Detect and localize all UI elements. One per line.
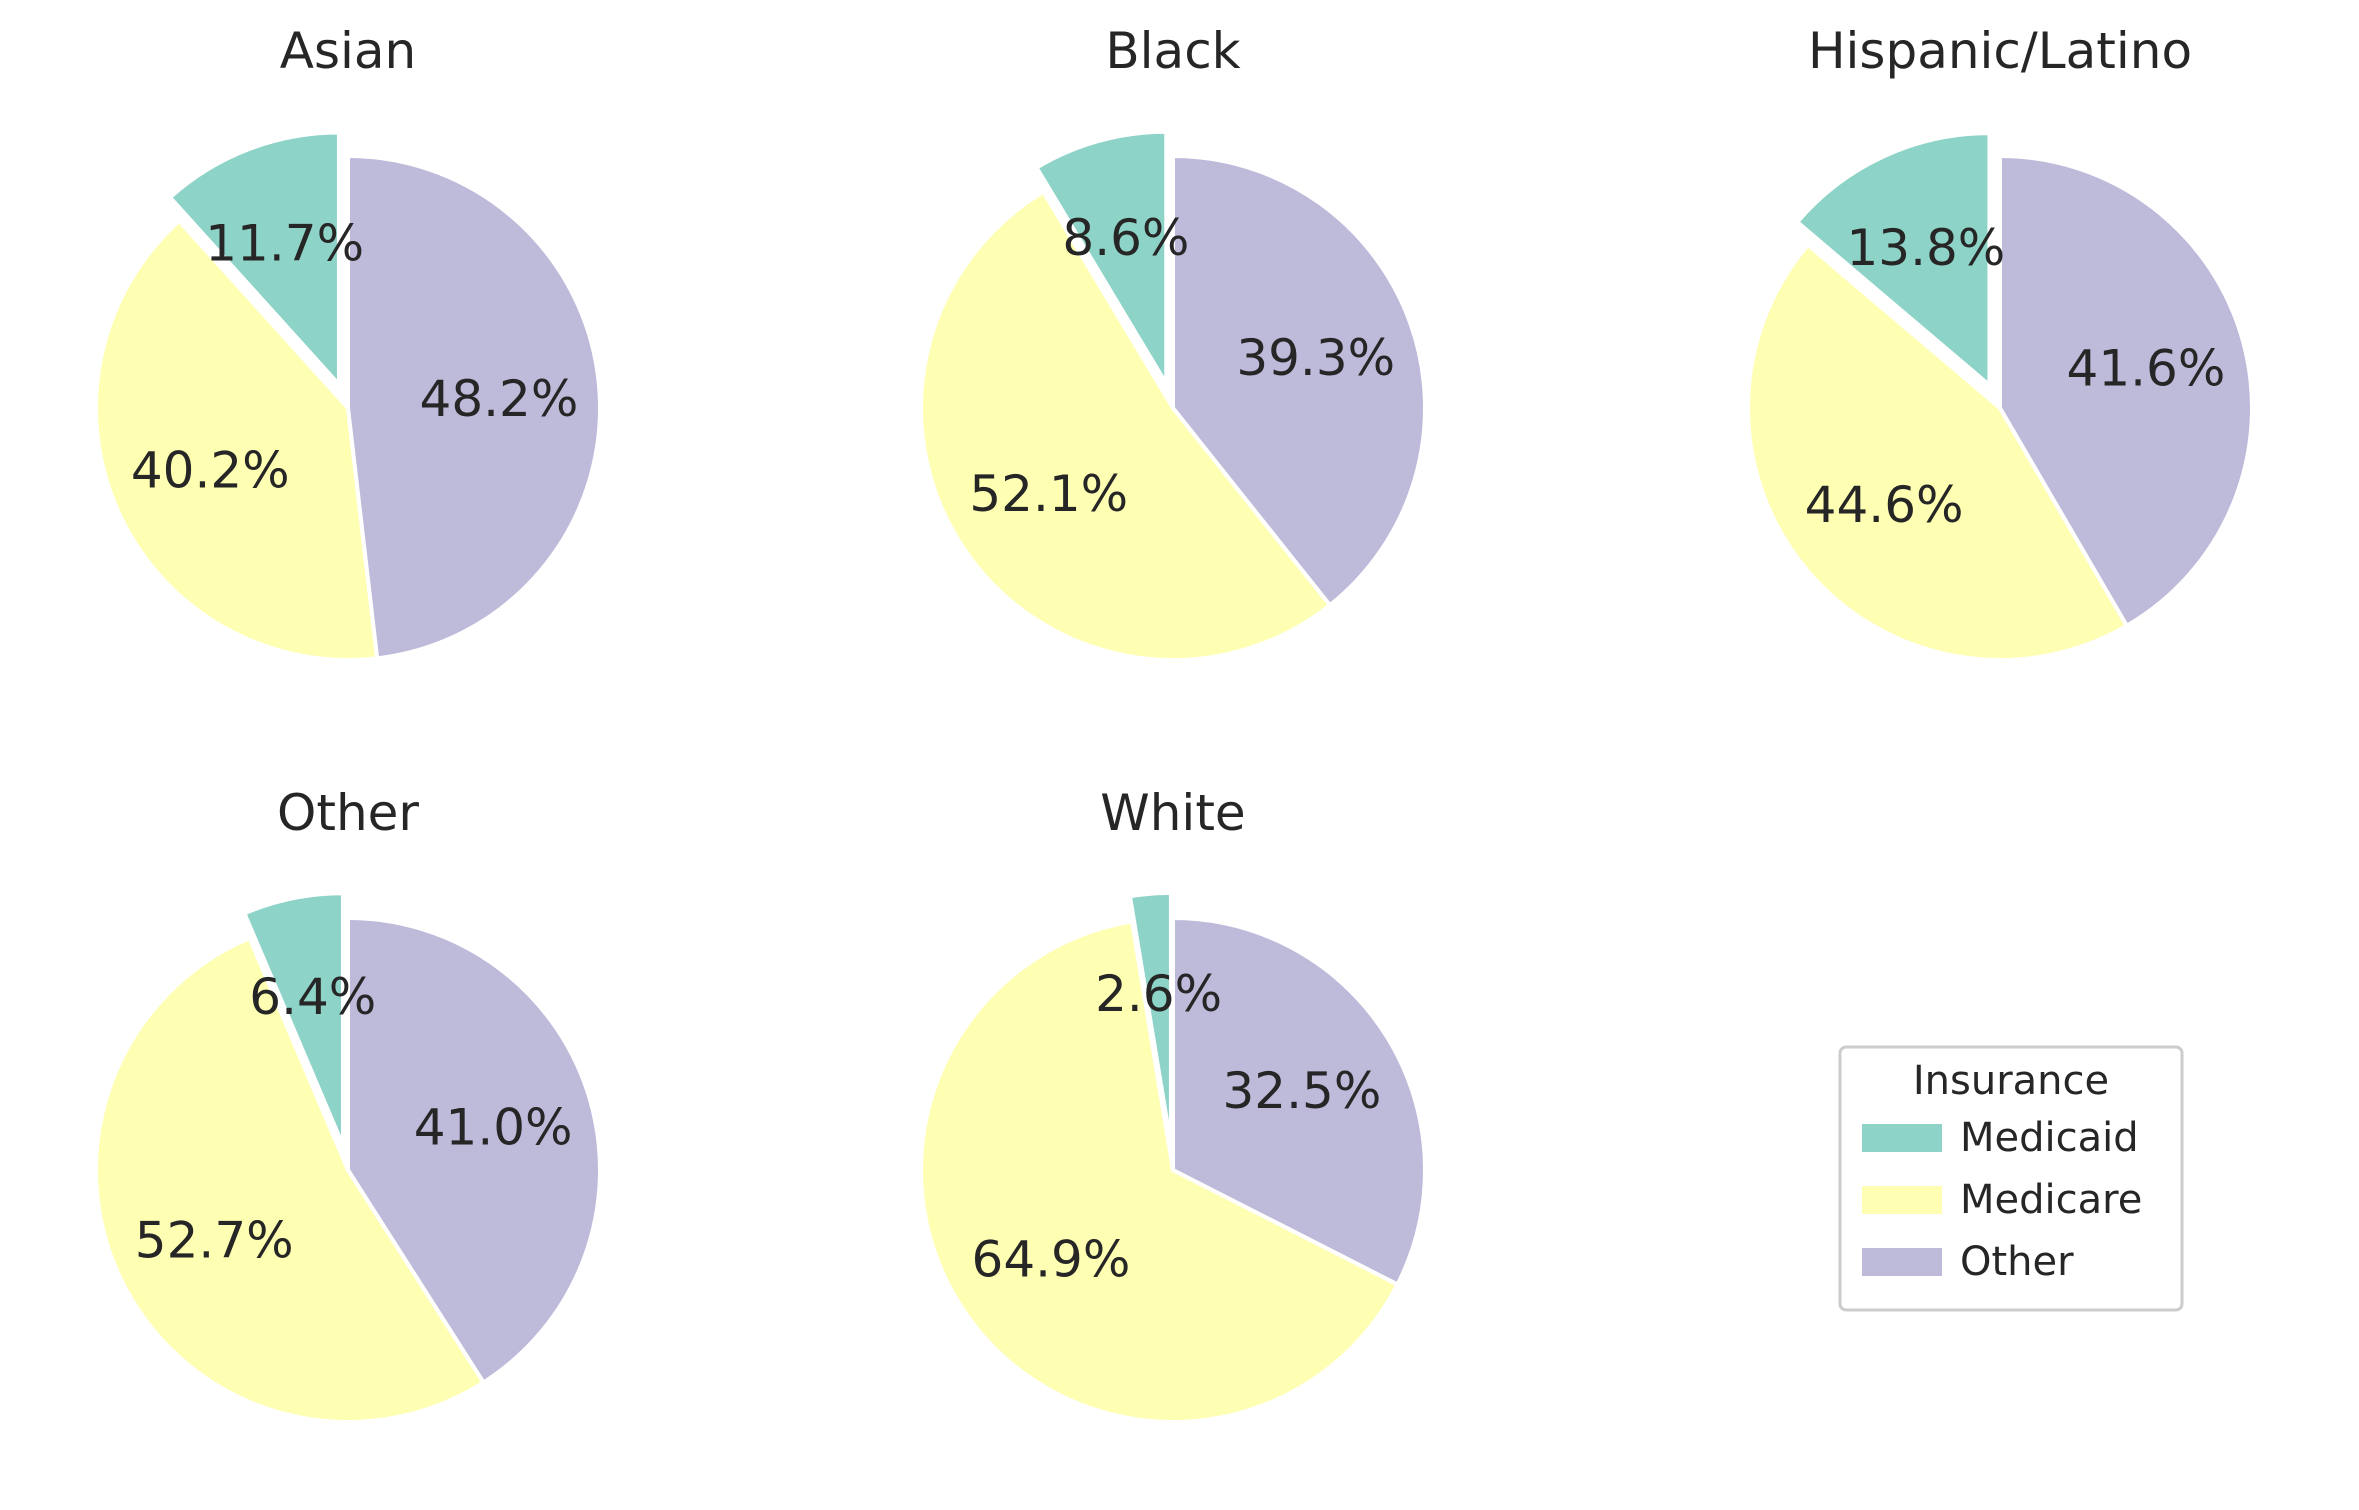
slice-other	[1171, 915, 1427, 1288]
pie-title: Other	[277, 784, 419, 842]
pie-title: Black	[1105, 22, 1240, 80]
pie-asian: Asian 11.7% 40.2% 48.2%	[94, 22, 602, 662]
pct-label-medicaid: 8.6%	[1062, 209, 1189, 267]
legend-title: Insurance	[1913, 1058, 2109, 1104]
pct-label-medicare: 40.2%	[131, 441, 290, 499]
pct-label-other: 41.0%	[414, 1099, 573, 1157]
legend-entries: Medicaid Medicare Other	[1862, 1115, 2142, 1285]
legend-swatch-other	[1862, 1248, 1942, 1276]
pct-label-medicare: 44.6%	[1805, 476, 1964, 534]
legend: Insurance Medicaid Medicare Other	[1838, 1045, 2184, 1312]
legend-label-medicare: Medicare	[1960, 1177, 2142, 1223]
slice-medicare	[94, 218, 380, 662]
slice-other	[346, 153, 602, 661]
slice-other	[1171, 153, 1427, 608]
pct-label-medicaid: 6.4%	[249, 968, 376, 1026]
pie-title: Hispanic/Latino	[1808, 22, 2192, 80]
pie-title: Asian	[280, 22, 416, 80]
slice-medicare	[919, 919, 1401, 1424]
slice-medicaid	[241, 891, 345, 1147]
slice-medicaid	[1794, 131, 1992, 390]
slice-medicare	[1746, 242, 2130, 662]
pie-hispanic-latino: Hispanic/Latino 13.8% 44.6% 41.6%	[1746, 22, 2254, 662]
slice-medicaid	[1127, 890, 1173, 1146]
pct-label-other: 41.6%	[2067, 340, 2226, 398]
pie-black: Black 8.6% 52.1% 39.3%	[919, 22, 1427, 663]
slice-other	[346, 915, 602, 1386]
pct-label-medicare: 52.1%	[969, 465, 1128, 523]
legend-label-medicaid: Medicaid	[1960, 1115, 2139, 1161]
legend-frame	[1838, 1045, 2184, 1312]
pct-label-medicaid: 11.7%	[205, 214, 364, 272]
pct-label-medicaid: 2.6%	[1095, 965, 1222, 1023]
slice-medicare	[94, 935, 487, 1425]
pie-panels: Asian 11.7% 40.2% 48.2% Black 8.6% 52.1% 39.3% H…	[94, 22, 2254, 1425]
pie-white: White 2.6% 64.9% 32.5%	[919, 784, 1427, 1424]
legend-swatch-medicaid	[1862, 1124, 1942, 1152]
pie-title: White	[1100, 784, 1245, 842]
legend-label-other: Other	[1960, 1239, 2074, 1285]
pct-label-other: 32.5%	[1222, 1062, 1381, 1120]
pie-other: Other 6.4% 52.7% 41.0%	[94, 784, 602, 1425]
legend-swatch-medicare	[1862, 1186, 1942, 1214]
slice-medicare	[919, 189, 1333, 663]
pct-label-other: 48.2%	[420, 370, 579, 428]
pct-label-medicare: 64.9%	[972, 1230, 1131, 1288]
pct-label-medicaid: 13.8%	[1846, 219, 2005, 277]
slice-medicaid	[1033, 129, 1169, 391]
slice-medicaid	[167, 130, 341, 390]
pct-label-other: 39.3%	[1236, 329, 1395, 387]
pct-label-medicare: 52.7%	[135, 1211, 294, 1269]
slice-other	[1998, 153, 2254, 629]
